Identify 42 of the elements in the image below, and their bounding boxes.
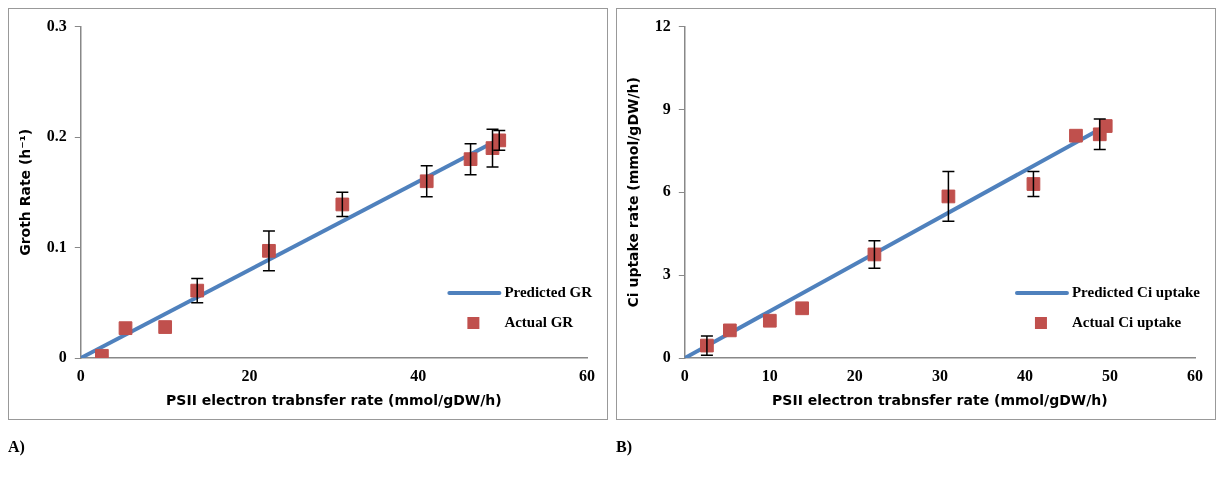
point	[1069, 128, 1083, 143]
x-tick-label: 0	[76, 366, 85, 384]
y-tick-label: 3	[662, 265, 671, 283]
legend-label: Predicted Ci uptake	[1071, 283, 1201, 300]
x-tick-label: 40	[1016, 366, 1033, 384]
x-tick-label: 60	[1187, 366, 1203, 384]
x-tick-label: 10	[761, 366, 778, 384]
text: B)	[616, 438, 633, 456]
point	[795, 301, 810, 316]
y-tick-label: 12	[654, 16, 671, 34]
y-tick-label: 0	[58, 348, 67, 366]
x-tick-label: 50	[1101, 366, 1118, 384]
x-tick-label: 40	[410, 366, 427, 384]
x-axis-title: PSII electron trabnsfer rate (mmol/gDW/h)	[166, 392, 502, 409]
x-tick-label: 0	[680, 366, 689, 384]
legend-label: Actual Ci uptake	[1071, 313, 1182, 330]
point	[158, 320, 173, 334]
x-tick-label: 20	[846, 366, 863, 384]
x-tick-label: 60	[579, 366, 595, 384]
point	[419, 174, 434, 189]
x-tick-label: 20	[241, 366, 258, 384]
y-tick-label: 0.2	[46, 127, 67, 145]
point	[1026, 177, 1041, 191]
x-axis-title: PSII electron trabnsfer rate (mmol/gDW/h)	[772, 392, 1108, 409]
y-axis-title: Groth Rate (h⁻¹)	[17, 128, 34, 256]
point	[867, 247, 882, 262]
y-tick-label: 0.1	[46, 237, 67, 255]
point	[723, 323, 737, 338]
point	[762, 313, 777, 328]
y-tick-label: 0	[662, 348, 671, 366]
y-axis-title: Ci uptake rate (mmol/gDW/h)	[625, 77, 642, 308]
legend-label: Actual GR	[504, 313, 574, 330]
text: A)	[8, 438, 26, 456]
y-tick-label: 9	[662, 99, 671, 117]
point	[118, 321, 133, 336]
point	[941, 189, 956, 204]
y-tick-label: 0.3	[46, 16, 67, 34]
legend-label: Predicted GR	[504, 283, 593, 300]
y-tick-label: 6	[662, 182, 671, 200]
x-tick-label: 30	[931, 366, 948, 384]
point	[335, 197, 350, 212]
point	[463, 152, 478, 167]
